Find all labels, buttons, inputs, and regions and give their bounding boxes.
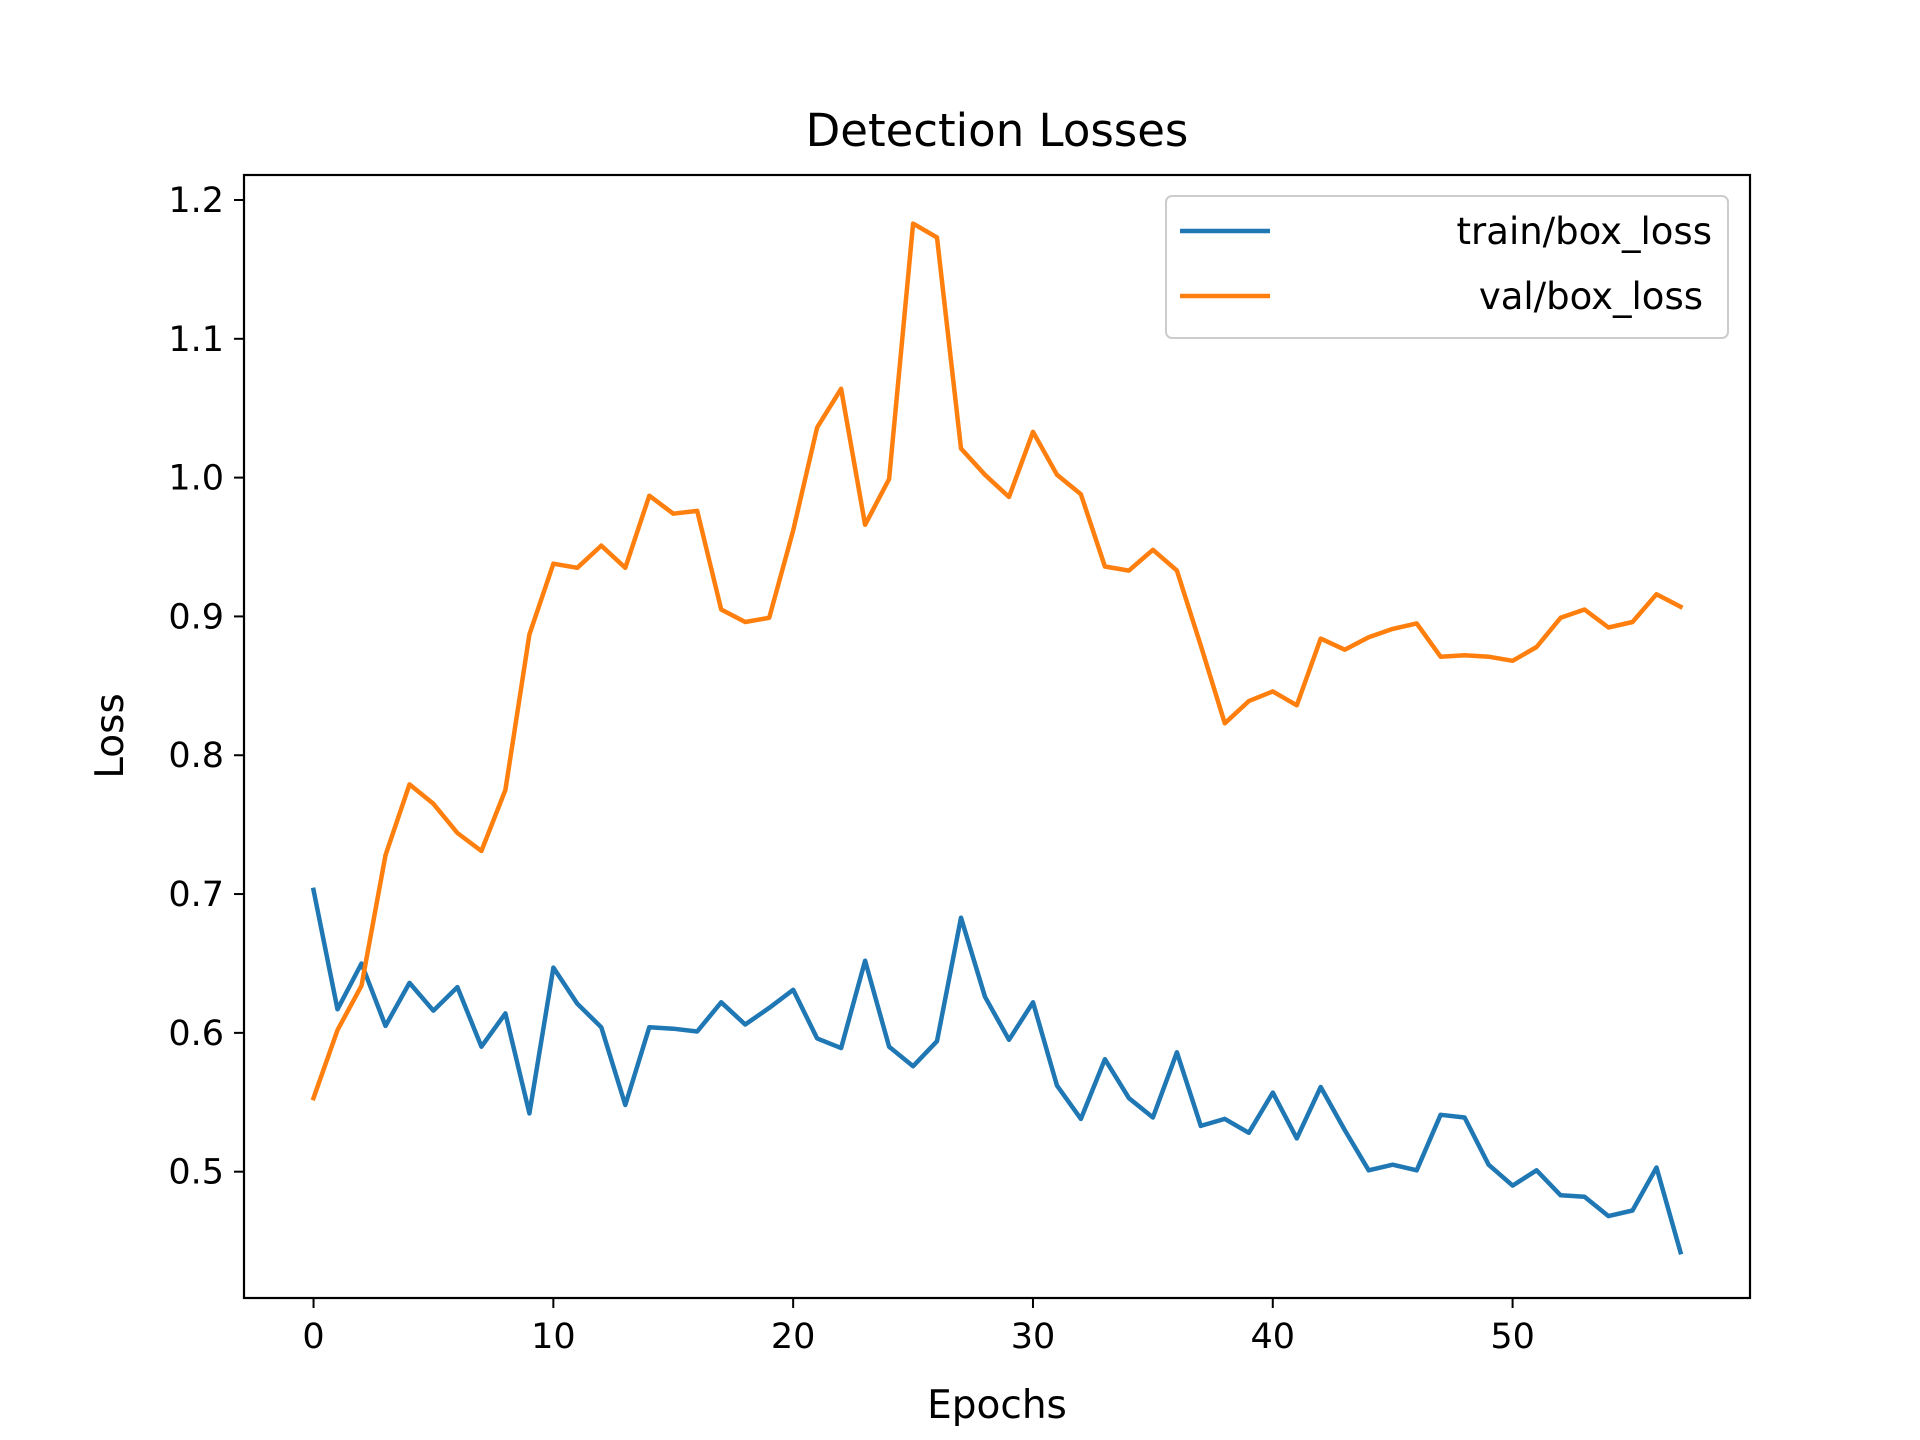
series-layer [310, 221, 1684, 1255]
y-axis-title: Loss [88, 693, 133, 779]
y-tick-label: 0.6 [168, 1014, 224, 1054]
series-line-val-box-loss [310, 221, 1684, 1101]
x-axis-title: Epochs [927, 1383, 1067, 1428]
y-tick-label: 0.7 [168, 875, 224, 915]
legend-label-train-box-loss: train/box_loss [1457, 210, 1712, 253]
plot-frame [242, 173, 1752, 1300]
x-tick-label: 30 [1011, 1317, 1056, 1357]
y-tick-label: 1.2 [168, 181, 224, 221]
x-tick-label: 50 [1490, 1317, 1535, 1357]
chart-title: Detection Losses [806, 104, 1189, 157]
plot-area-background [244, 175, 1750, 1298]
x-tick-label: 20 [771, 1317, 816, 1357]
legend-box [1165, 195, 1729, 339]
x-tick-label: 40 [1251, 1317, 1296, 1357]
y-tick-label: 0.5 [168, 1153, 224, 1193]
y-tick-label: 0.9 [168, 597, 224, 637]
y-tick-label: 0.8 [168, 736, 224, 776]
y-tick-label: 1.1 [168, 320, 224, 360]
y-axis-ticks: 0.5 0.6 0.7 0.8 0.9 1.0 1.1 1.2 [168, 181, 244, 1193]
series-line-train-box-loss [310, 887, 1684, 1255]
legend: train/box_loss val/box_loss [1165, 195, 1729, 339]
legend-label-val-box-loss: val/box_loss [1479, 275, 1703, 318]
x-tick-label: 10 [531, 1317, 576, 1357]
x-tick-label: 0 [302, 1317, 324, 1357]
x-axis-ticks: 0 10 20 30 40 50 [302, 1298, 1535, 1357]
y-tick-label: 1.0 [168, 459, 224, 499]
